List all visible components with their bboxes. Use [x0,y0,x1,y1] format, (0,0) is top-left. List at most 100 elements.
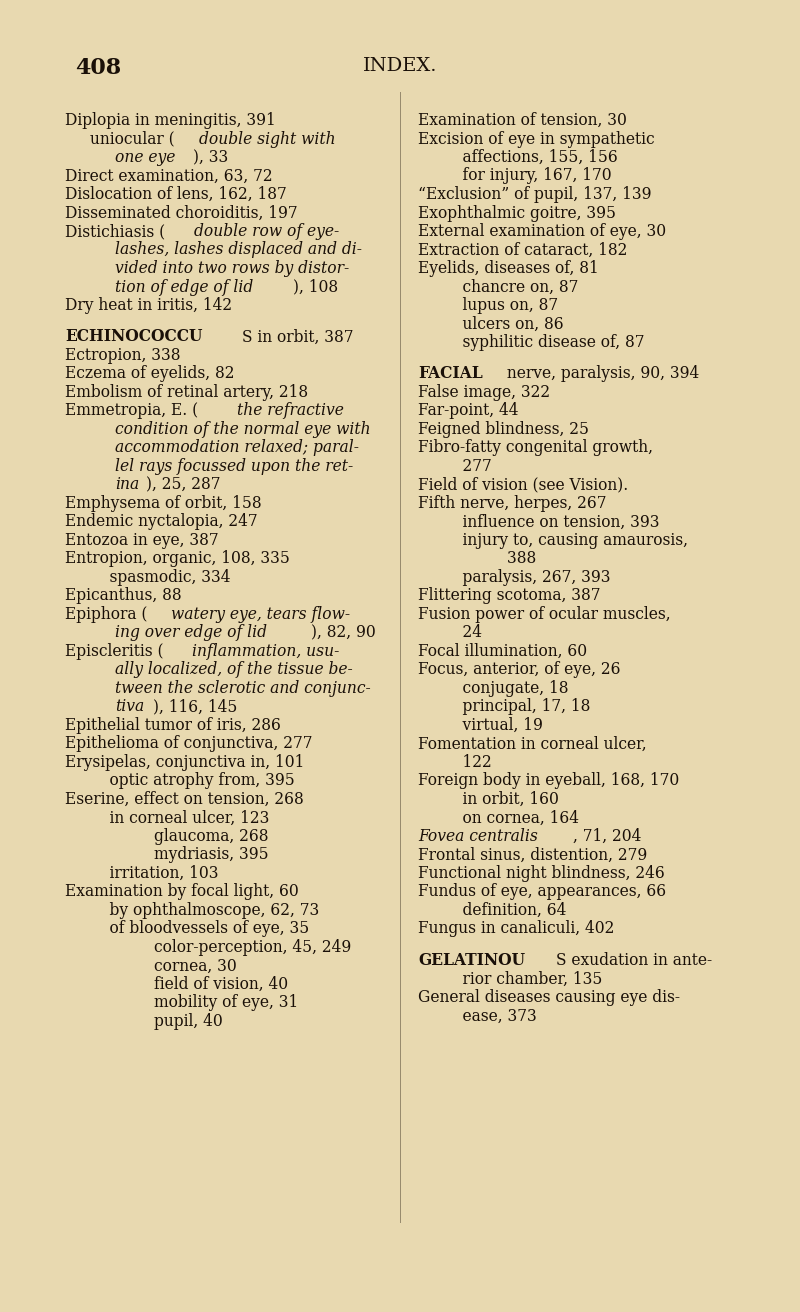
Text: Episcleritis (: Episcleritis ( [65,643,163,660]
Text: Fungus in canaliculi, 402: Fungus in canaliculi, 402 [418,921,614,938]
Text: GELATINOU: GELATINOU [418,953,525,968]
Text: Feigned blindness, 25: Feigned blindness, 25 [418,421,589,438]
Text: Eserine, effect on tension, 268: Eserine, effect on tension, 268 [65,791,304,808]
Text: irritation, 103: irritation, 103 [90,865,218,882]
Text: Field of vision (see Vision).: Field of vision (see Vision). [418,476,628,493]
Text: Emmetropia, E. (: Emmetropia, E. ( [65,403,198,420]
Text: lupus on, 87: lupus on, 87 [443,297,558,314]
Text: Focal illumination, 60: Focal illumination, 60 [418,643,587,660]
Text: Flittering scotoma, 387: Flittering scotoma, 387 [418,588,601,605]
Text: one eye: one eye [115,150,175,167]
Text: definition, 64: definition, 64 [443,901,566,918]
Text: 388: 388 [468,551,536,568]
Text: Excision of eye in sympathetic: Excision of eye in sympathetic [418,130,654,147]
Text: Foreign body in eyeball, 168, 170: Foreign body in eyeball, 168, 170 [418,773,679,790]
Text: Epithelioma of conjunctiva, 277: Epithelioma of conjunctiva, 277 [65,736,313,753]
Text: rior chamber, 135: rior chamber, 135 [443,971,602,988]
Text: , 71, 204: , 71, 204 [573,828,641,845]
Text: double sight with: double sight with [199,130,336,147]
Text: uniocular (: uniocular ( [90,130,174,147]
Text: in orbit, 160: in orbit, 160 [443,791,559,808]
Text: nerve, paralysis, 90, 394: nerve, paralysis, 90, 394 [502,366,698,383]
Text: Fibro-fatty congenital growth,: Fibro-fatty congenital growth, [418,440,653,457]
Text: affections, 155, 156: affections, 155, 156 [443,150,618,167]
Text: chancre on, 87: chancre on, 87 [443,278,578,295]
Text: tiva: tiva [115,698,144,715]
Text: Fomentation in corneal ulcer,: Fomentation in corneal ulcer, [418,736,646,753]
Text: Extraction of cataract, 182: Extraction of cataract, 182 [418,241,627,258]
Text: virtual, 19: virtual, 19 [443,716,543,733]
Text: Eczema of eyelids, 82: Eczema of eyelids, 82 [65,366,234,383]
Text: the refractive: the refractive [237,403,344,420]
Text: INDEX.: INDEX. [362,56,438,75]
Text: color-perception, 45, 249: color-perception, 45, 249 [115,939,351,956]
Text: Endemic nyctalopia, 247: Endemic nyctalopia, 247 [65,513,258,530]
Text: ing over edge of lid: ing over edge of lid [115,625,267,642]
Text: ally localized, of the tissue be-: ally localized, of the tissue be- [115,661,353,678]
Text: Dislocation of lens, 162, 187: Dislocation of lens, 162, 187 [65,186,286,203]
Text: Fifth nerve, herpes, 267: Fifth nerve, herpes, 267 [418,495,606,512]
Text: field of vision, 40: field of vision, 40 [115,976,288,993]
Text: Examination of tension, 30: Examination of tension, 30 [418,112,627,129]
Text: Functional night blindness, 246: Functional night blindness, 246 [418,865,665,882]
Text: 277: 277 [443,458,492,475]
Text: Epithelial tumor of iris, 286: Epithelial tumor of iris, 286 [65,716,281,733]
Text: ), 82, 90: ), 82, 90 [311,625,376,642]
Text: Epicanthus, 88: Epicanthus, 88 [65,588,182,605]
Text: pupil, 40: pupil, 40 [115,1013,222,1030]
Text: glaucoma, 268: glaucoma, 268 [115,828,269,845]
Text: ), 116, 145: ), 116, 145 [153,698,237,715]
Text: in corneal ulcer, 123: in corneal ulcer, 123 [90,810,270,827]
Text: by ophthalmoscope, 62, 73: by ophthalmoscope, 62, 73 [90,901,319,918]
Text: influence on tension, 393: influence on tension, 393 [443,513,659,530]
Text: mydriasis, 395: mydriasis, 395 [115,846,269,863]
Text: paralysis, 267, 393: paralysis, 267, 393 [443,569,610,586]
Text: Examination by focal light, 60: Examination by focal light, 60 [65,883,298,900]
Text: Distichiasis (: Distichiasis ( [65,223,165,240]
Text: syphilitic disease of, 87: syphilitic disease of, 87 [443,335,645,352]
Text: Direct examination, 63, 72: Direct examination, 63, 72 [65,168,273,185]
Text: Diplopia in meningitis, 391: Diplopia in meningitis, 391 [65,112,276,129]
Text: injury to, causing amaurosis,: injury to, causing amaurosis, [443,531,688,548]
Text: of bloodvessels of eye, 35: of bloodvessels of eye, 35 [90,921,310,938]
Text: watery eye, tears flow-: watery eye, tears flow- [171,606,350,623]
Text: spasmodic, 334: spasmodic, 334 [90,569,230,586]
Text: Focus, anterior, of eye, 26: Focus, anterior, of eye, 26 [418,661,621,678]
Text: condition of the normal eye with: condition of the normal eye with [115,421,370,438]
Text: Frontal sinus, distention, 279: Frontal sinus, distention, 279 [418,846,647,863]
Text: optic atrophy from, 395: optic atrophy from, 395 [90,773,294,790]
Text: ina: ina [115,476,139,493]
Text: Fundus of eye, appearances, 66: Fundus of eye, appearances, 66 [418,883,666,900]
Text: ), 25, 287: ), 25, 287 [146,476,221,493]
Text: ulcers on, 86: ulcers on, 86 [443,315,564,332]
Text: Epiphora (: Epiphora ( [65,606,147,623]
Text: ease, 373: ease, 373 [443,1008,537,1025]
Text: vided into two rows by distor-: vided into two rows by distor- [115,260,350,277]
Text: tween the sclerotic and conjunc-: tween the sclerotic and conjunc- [115,680,370,697]
Text: Far-point, 44: Far-point, 44 [418,403,518,420]
Text: mobility of eye, 31: mobility of eye, 31 [115,994,298,1012]
Text: Disseminated choroiditis, 197: Disseminated choroiditis, 197 [65,205,298,222]
Text: Fovea centralis: Fovea centralis [418,828,538,845]
Text: Erysipelas, conjunctiva in, 101: Erysipelas, conjunctiva in, 101 [65,754,304,771]
Text: Entozoa in eye, 387: Entozoa in eye, 387 [65,531,218,548]
Text: lel rays focussed upon the ret-: lel rays focussed upon the ret- [115,458,354,475]
Text: S exudation in ante-: S exudation in ante- [556,953,712,968]
Text: on cornea, 164: on cornea, 164 [443,810,579,827]
Text: “Exclusion” of pupil, 137, 139: “Exclusion” of pupil, 137, 139 [418,186,651,203]
Text: Entropion, organic, 108, 335: Entropion, organic, 108, 335 [65,551,290,568]
Text: External examination of eye, 30: External examination of eye, 30 [418,223,666,240]
Text: Ectropion, 338: Ectropion, 338 [65,346,181,363]
Text: conjugate, 18: conjugate, 18 [443,680,569,697]
Text: Emphysema of orbit, 158: Emphysema of orbit, 158 [65,495,262,512]
Text: tion of edge of lid: tion of edge of lid [115,278,254,295]
Text: principal, 17, 18: principal, 17, 18 [443,698,590,715]
Text: double row of eye-: double row of eye- [194,223,339,240]
Text: False image, 322: False image, 322 [418,384,550,401]
Text: FACIAL: FACIAL [418,366,482,383]
Text: ECHINOCOCCU: ECHINOCOCCU [65,328,202,345]
Text: ), 108: ), 108 [294,278,338,295]
Text: accommodation relaxed; paral-: accommodation relaxed; paral- [115,440,359,457]
Text: 24: 24 [443,625,482,642]
Text: 122: 122 [443,754,492,771]
